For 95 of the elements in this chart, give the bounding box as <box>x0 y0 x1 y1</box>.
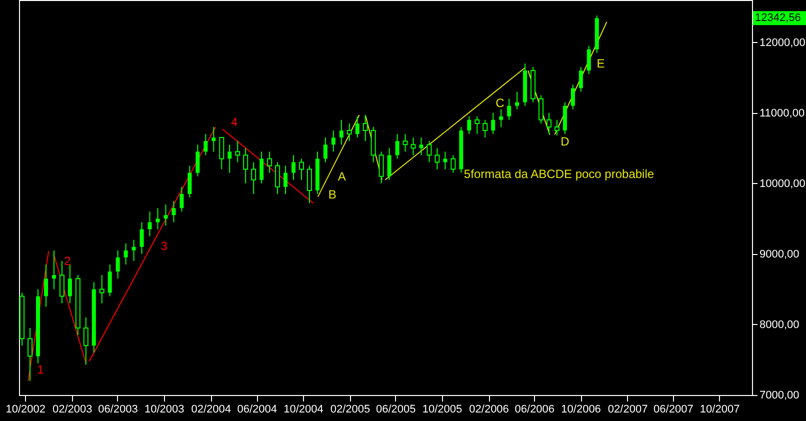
x-tick-label: 10/2003 <box>144 404 184 416</box>
candlestick <box>251 162 256 194</box>
candlestick <box>196 144 200 177</box>
candlestick <box>387 148 392 180</box>
candlestick <box>339 119 344 146</box>
candlestick <box>546 112 552 135</box>
y-tick-label: 12000,00 <box>760 36 806 49</box>
annotation: E <box>596 56 605 70</box>
x-tick-label: 10/2002 <box>6 404 46 416</box>
candlestick <box>28 327 33 382</box>
candlestick <box>83 316 88 366</box>
candlestick <box>570 84 575 110</box>
candlestick <box>467 116 472 135</box>
candlestick <box>298 158 304 180</box>
candlestick <box>44 264 48 308</box>
candlestick <box>434 148 440 170</box>
candlestick <box>204 134 208 156</box>
candlestick <box>499 108 504 128</box>
candlestick <box>228 144 232 174</box>
candlestick <box>275 162 280 194</box>
candlestick <box>188 165 192 198</box>
candlestick <box>306 165 312 204</box>
x-tick-label: 10/2006 <box>561 404 601 416</box>
candlestick <box>538 94 544 124</box>
annotation: 3 <box>160 239 168 254</box>
candlestick <box>491 112 496 135</box>
candlestick <box>346 122 352 142</box>
candlestick <box>172 200 176 223</box>
x-tick-label: 10/2007 <box>700 404 740 416</box>
candlestick <box>132 239 136 262</box>
x-tick-label: 06/2007 <box>654 404 694 416</box>
candlestick <box>402 134 408 152</box>
candlestick <box>116 250 120 280</box>
candlestick <box>99 274 104 304</box>
candlestick <box>378 151 384 184</box>
annotation: 4 <box>231 115 238 130</box>
candlestick <box>124 242 128 266</box>
candlestick <box>426 140 432 163</box>
candlestick <box>355 116 360 138</box>
x-tick-label: 06/2003 <box>98 404 138 416</box>
candlestick <box>108 264 112 297</box>
candlestick <box>59 260 64 304</box>
candlestick <box>140 222 144 254</box>
x-tick-label: 02/2007 <box>608 404 648 416</box>
x-tick-label: 02/2003 <box>52 404 92 416</box>
candlestick <box>482 119 488 138</box>
annotation: 5formata da ABCDE poco probabile <box>464 166 654 181</box>
annotation: D <box>560 134 570 149</box>
candlestick <box>362 114 368 142</box>
annotation: B <box>328 188 336 202</box>
candlestick <box>52 250 56 290</box>
candlestick <box>450 154 456 174</box>
annotation: 1 <box>37 362 44 377</box>
candlestick <box>554 119 560 136</box>
x-tick-label: 02/2004 <box>191 404 231 416</box>
candlestick <box>260 151 264 184</box>
y-tick-label: 9000,00 <box>760 248 800 260</box>
candlestick <box>443 151 448 170</box>
candlestick <box>267 151 272 174</box>
annotation: C <box>496 96 505 110</box>
candlestick <box>507 98 512 120</box>
candlestick <box>180 186 184 212</box>
annotation: 2 <box>64 254 72 268</box>
candlestick <box>148 211 152 237</box>
candlestick <box>68 264 72 304</box>
candlestick <box>331 130 336 152</box>
annotation: A <box>338 169 346 184</box>
candlestick <box>474 116 480 135</box>
candlestick <box>243 148 248 184</box>
candlestick <box>395 134 400 160</box>
candlestick <box>515 91 520 110</box>
y-tick-label: 10000,00 <box>760 178 806 190</box>
candlestick <box>419 137 424 156</box>
candlestick <box>212 126 216 152</box>
candlestick <box>235 140 240 163</box>
y-tick-label: 11000,00 <box>760 107 805 120</box>
candlestick <box>284 165 288 194</box>
x-tick-label: 10/2004 <box>284 404 324 416</box>
candlestick <box>156 208 160 230</box>
candlestick <box>578 66 583 92</box>
candlestick <box>410 137 416 156</box>
candlestick <box>164 204 168 226</box>
candlestick <box>219 137 224 170</box>
candlestick <box>323 137 328 163</box>
x-tick-label: 02/2006 <box>469 404 509 416</box>
y-tick-label: 8000,00 <box>760 318 800 331</box>
y-tick-label: 7000,00 <box>760 390 800 402</box>
text: 12342,56 <box>755 12 801 24</box>
x-tick-label: 02/2005 <box>330 404 370 416</box>
x-tick-label: 06/2006 <box>514 404 555 416</box>
x-tick-label: 06/2005 <box>376 404 416 416</box>
x-tick-label: 06/2004 <box>237 404 277 416</box>
candlestick <box>291 154 296 180</box>
candlestick <box>586 45 591 75</box>
x-tick-label: 10/2005 <box>422 404 462 416</box>
